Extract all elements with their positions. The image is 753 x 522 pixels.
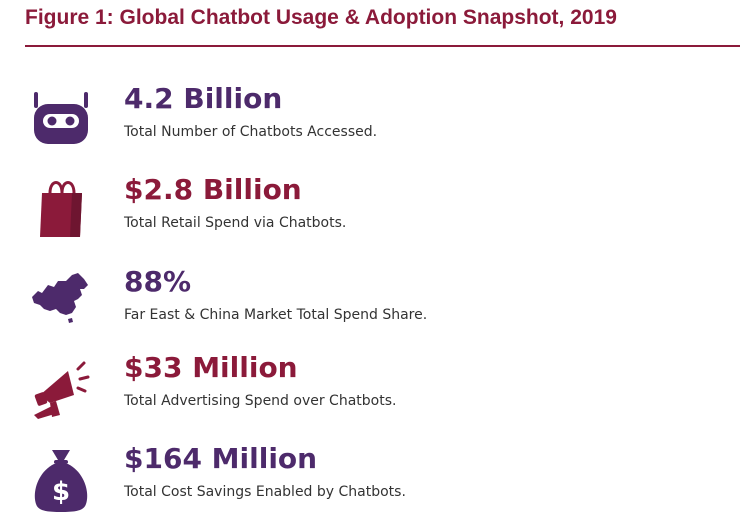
megaphone-icon [28, 355, 94, 421]
stat-row-advertising-spend: $33 Million Total Advertising Spend over… [0, 351, 753, 431]
stat-row-china-share: 88% Far East & China Market Total Spend … [0, 265, 753, 345]
shopping-bag-icon [28, 173, 94, 239]
stat-description: Total Number of Chatbots Accessed. [124, 124, 378, 140]
stat-value: $33 Million [124, 351, 298, 384]
stat-description: Total Cost Savings Enabled by Chatbots. [124, 484, 406, 500]
china-map-icon [28, 267, 94, 333]
stat-description: Total Retail Spend via Chatbots. [124, 215, 347, 231]
stat-description: Far East & China Market Total Spend Shar… [124, 307, 428, 323]
money-bag-icon: $ [28, 446, 94, 512]
stat-value: $164 Million [124, 442, 318, 475]
robot-head-icon [28, 86, 94, 152]
stat-value: 88% [124, 265, 192, 298]
stat-description: Total Advertising Spend over Chatbots. [124, 393, 397, 409]
figure-title: Figure 1: Global Chatbot Usage & Adoptio… [25, 6, 617, 29]
stat-value: $2.8 Billion [124, 173, 302, 206]
stat-value: 4.2 Billion [124, 82, 283, 115]
title-rule [25, 45, 740, 47]
stat-row-cost-savings: $ $164 Million Total Cost Savings Enable… [0, 442, 753, 522]
stat-row-retail-spend: $2.8 Billion Total Retail Spend via Chat… [0, 173, 753, 253]
svg-text:$: $ [52, 477, 70, 507]
stat-row-chatbots-accessed: 4.2 Billion Total Number of Chatbots Acc… [0, 82, 753, 162]
